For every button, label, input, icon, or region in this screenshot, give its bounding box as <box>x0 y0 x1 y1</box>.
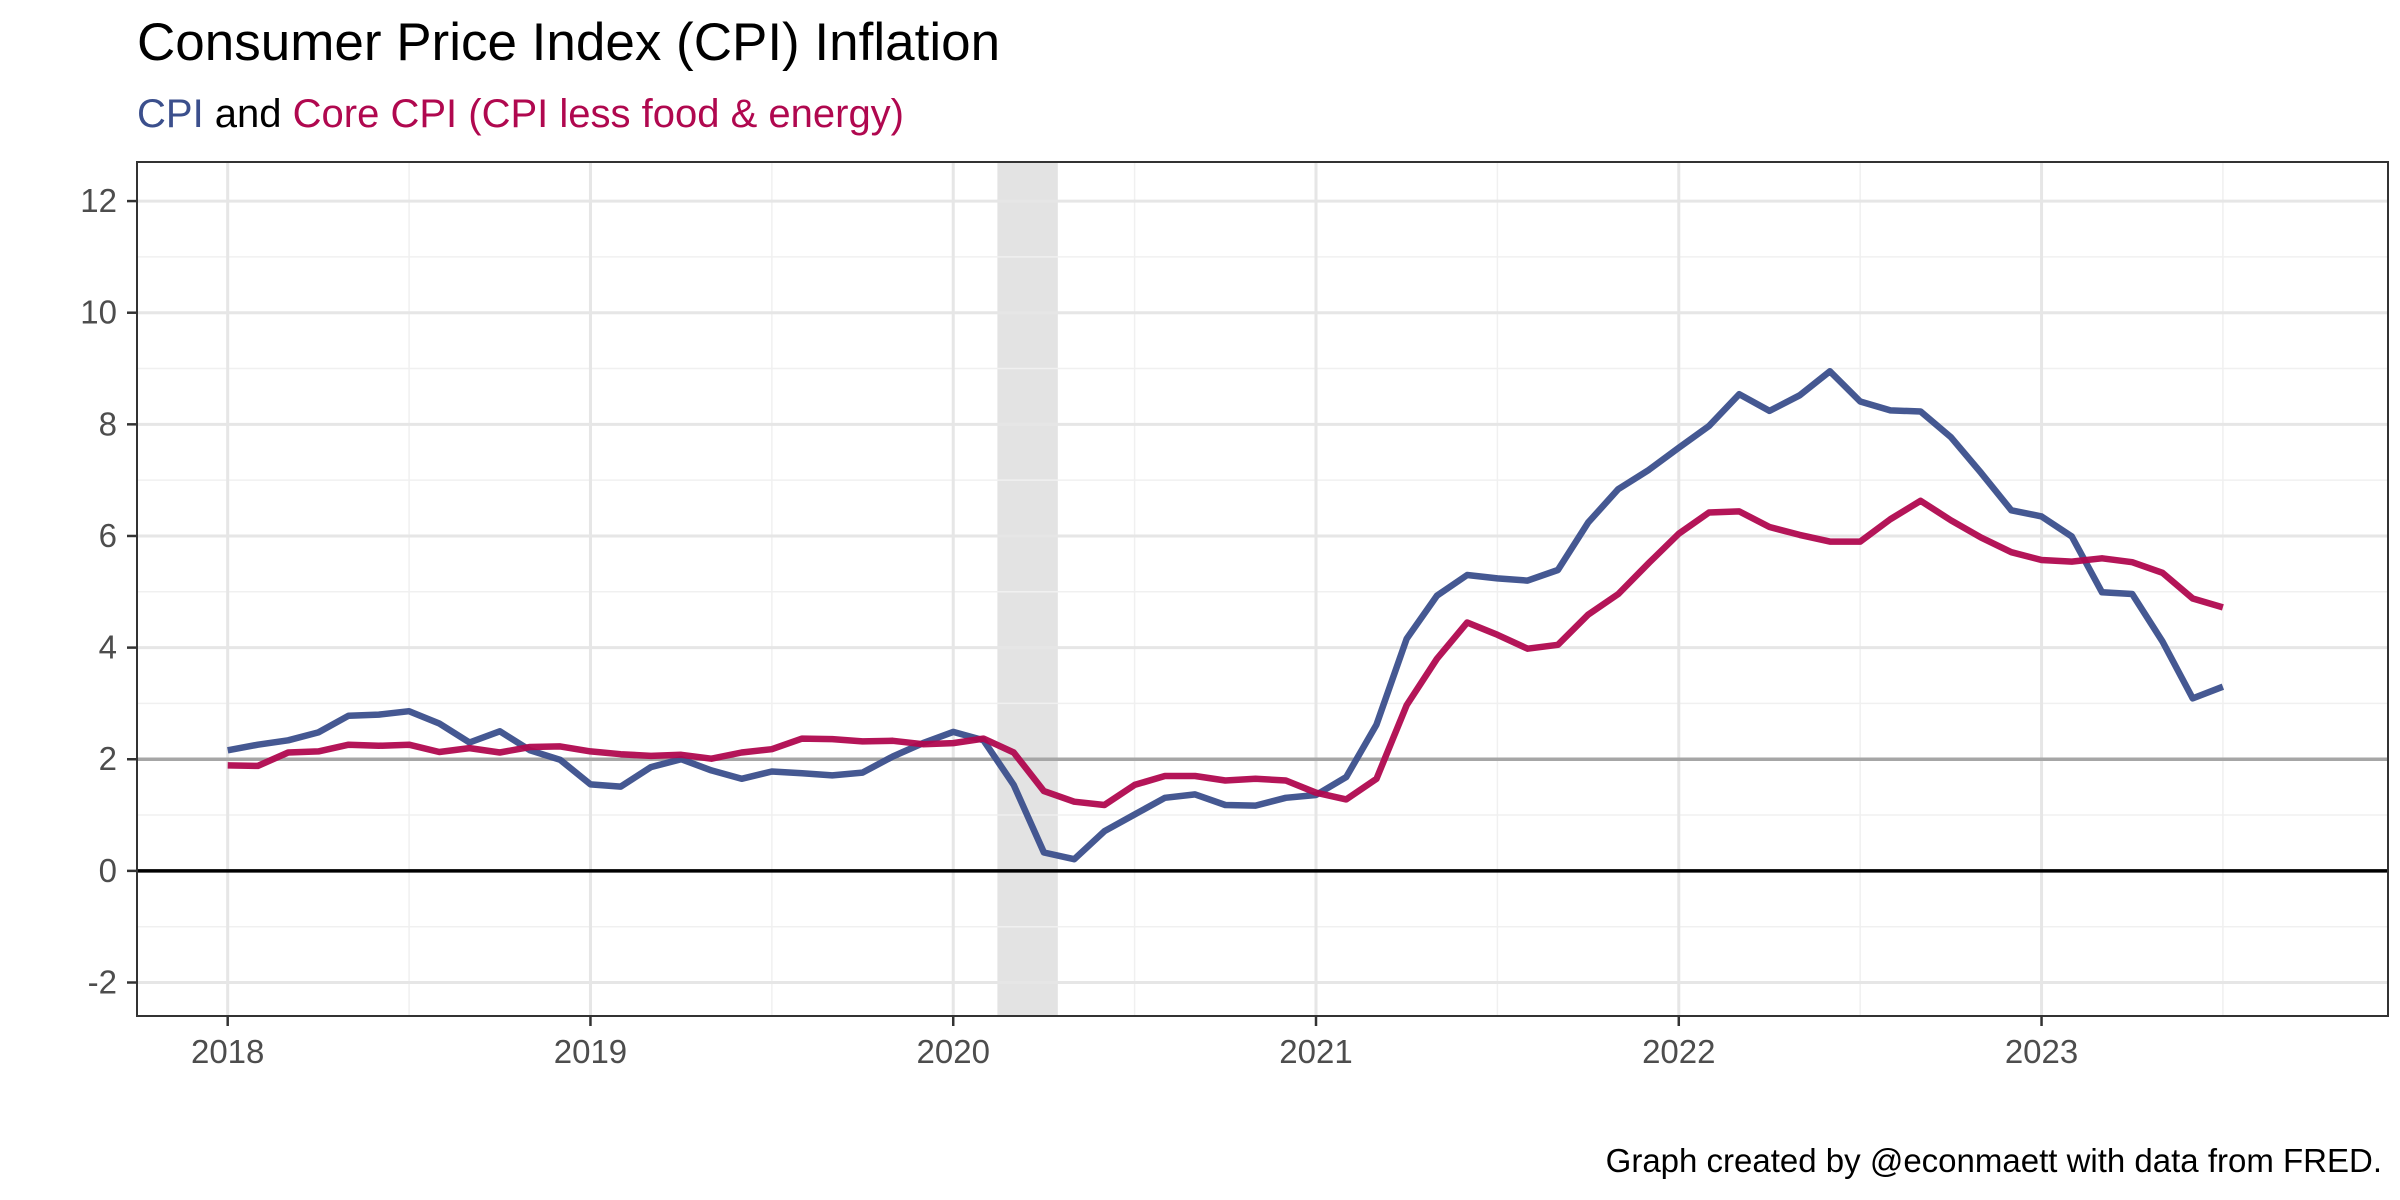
x-tick-label: 2023 <box>2005 1033 2078 1070</box>
chart-title: Consumer Price Index (CPI) Inflation <box>137 13 1000 72</box>
plot-area: -2 0 2 4 6 8 10 12 2018 2019 2020 2021 2022 2023 <box>80 161 2389 1070</box>
x-tick-label: 2018 <box>191 1033 264 1070</box>
subtitle-core-cpi-label: Core CPI (CPI less food & energy) <box>293 92 904 136</box>
cpi-series-line <box>227 368 2225 863</box>
chart-subtitle: CPI and Core CPI (CPI less food & energy… <box>137 92 904 136</box>
subtitle-and-label: and <box>204 92 293 136</box>
y-tick-label: 0 <box>99 852 117 889</box>
y-tick-label: 8 <box>99 405 117 442</box>
chart-caption: Graph created by @econmaett with data fr… <box>1606 1142 2382 1179</box>
core-cpi-series-line <box>227 497 2224 809</box>
y-tick-label: 4 <box>99 629 117 666</box>
y-tick-label: 6 <box>99 517 117 554</box>
y-tick-label: 10 <box>80 294 117 331</box>
x-tick-label: 2021 <box>1279 1033 1352 1070</box>
x-tick-label: 2019 <box>554 1033 627 1070</box>
x-tick-label: 2020 <box>917 1033 990 1070</box>
x-tick-label: 2022 <box>1642 1033 1715 1070</box>
y-tick-label: -2 <box>88 964 117 1001</box>
panel-border <box>136 161 2389 1017</box>
y-tick-label: 2 <box>99 740 117 777</box>
subtitle-cpi-label: CPI <box>137 92 204 136</box>
recession-shading <box>997 162 1058 1016</box>
y-tick-label: 12 <box>80 182 117 219</box>
